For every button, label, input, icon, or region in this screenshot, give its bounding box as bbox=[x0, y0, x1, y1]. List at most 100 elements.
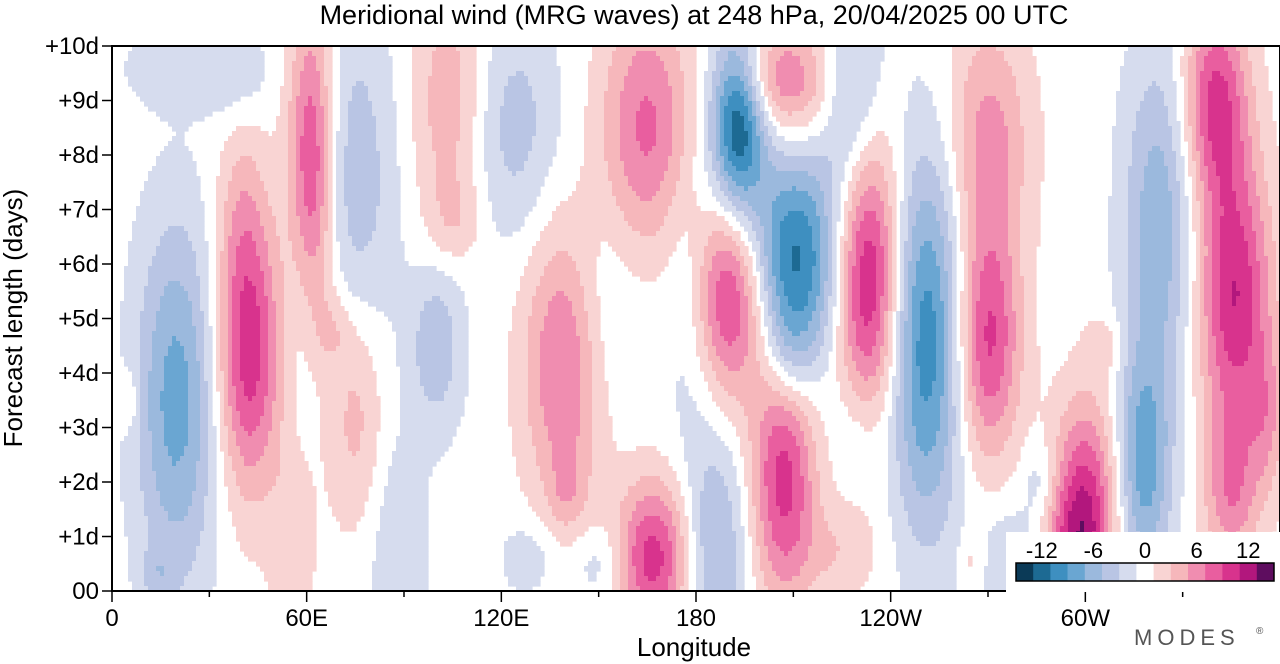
field-cell bbox=[256, 286, 265, 292]
field-cell bbox=[224, 416, 233, 422]
field-cell bbox=[900, 361, 905, 367]
field-cell bbox=[716, 251, 733, 257]
field-cell bbox=[1224, 206, 1237, 212]
field-cell bbox=[412, 126, 433, 132]
field-cell bbox=[120, 301, 145, 307]
field-cell bbox=[316, 191, 325, 197]
field-cell bbox=[1212, 281, 1221, 287]
field-cell bbox=[396, 361, 417, 367]
field-cell bbox=[940, 406, 949, 412]
field-cell bbox=[860, 196, 881, 202]
field-cell bbox=[944, 331, 949, 337]
field-cell bbox=[640, 276, 657, 282]
field-cell bbox=[816, 441, 829, 447]
field-cell bbox=[760, 166, 777, 172]
field-cell bbox=[1168, 181, 1181, 187]
field-cell bbox=[436, 176, 457, 182]
field-cell bbox=[724, 61, 745, 67]
field-cell bbox=[244, 381, 257, 387]
field-cell bbox=[268, 306, 277, 312]
field-cell bbox=[816, 86, 825, 92]
field-cell bbox=[816, 451, 829, 457]
field-cell bbox=[260, 221, 277, 227]
field-cell bbox=[1204, 271, 1213, 277]
field-cell bbox=[188, 391, 201, 397]
field-cell bbox=[288, 196, 297, 202]
field-cell bbox=[1196, 191, 1205, 197]
field-cell bbox=[192, 316, 205, 322]
field-cell bbox=[484, 161, 505, 167]
field-cell bbox=[700, 366, 713, 372]
field-cell bbox=[788, 426, 801, 432]
field-cell bbox=[952, 96, 965, 102]
field-cell bbox=[432, 71, 461, 77]
field-cell bbox=[1204, 216, 1213, 222]
field-cell bbox=[948, 346, 953, 352]
field-cell bbox=[616, 46, 677, 52]
field-cell bbox=[1252, 151, 1265, 157]
field-cell bbox=[1268, 266, 1277, 272]
field-cell bbox=[1128, 361, 1137, 367]
field-cell bbox=[604, 101, 621, 107]
field-cell bbox=[768, 381, 785, 387]
field-cell bbox=[912, 311, 921, 317]
field-cell bbox=[756, 256, 761, 262]
field-cell bbox=[816, 56, 825, 62]
field-cell bbox=[232, 216, 261, 222]
field-cell bbox=[1252, 221, 1265, 227]
field-cell bbox=[1188, 151, 1193, 157]
field-cell bbox=[1180, 231, 1189, 237]
field-cell bbox=[348, 206, 377, 212]
field-cell bbox=[228, 371, 233, 377]
field-cell bbox=[324, 266, 333, 272]
field-cell bbox=[324, 106, 329, 112]
field-cell bbox=[840, 286, 845, 292]
field-cell bbox=[508, 81, 529, 87]
field-cell bbox=[168, 446, 185, 452]
field-cell bbox=[824, 191, 833, 197]
field-cell bbox=[1272, 316, 1280, 322]
field-cell bbox=[1180, 296, 1189, 302]
field-cell bbox=[1008, 326, 1017, 332]
field-cell bbox=[1008, 321, 1017, 327]
field-cell bbox=[828, 246, 833, 252]
field-cell bbox=[892, 211, 897, 217]
field-cell bbox=[828, 156, 849, 162]
field-cell bbox=[764, 281, 769, 287]
field-cell bbox=[904, 376, 913, 382]
field-cell bbox=[768, 261, 773, 267]
field-cell bbox=[888, 201, 897, 207]
field-cell bbox=[324, 56, 333, 62]
field-cell bbox=[532, 296, 553, 302]
field-cell bbox=[748, 56, 757, 62]
field-cell bbox=[228, 336, 233, 342]
field-cell bbox=[264, 276, 273, 282]
field-cell bbox=[252, 196, 269, 202]
field-cell bbox=[908, 91, 933, 97]
field-cell bbox=[1012, 381, 1021, 387]
field-cell bbox=[1224, 211, 1241, 217]
field-cell bbox=[704, 321, 709, 327]
field-cell bbox=[1120, 361, 1129, 367]
field-cell bbox=[1200, 281, 1205, 287]
field-cell bbox=[580, 421, 593, 427]
field-cell bbox=[892, 271, 897, 277]
field-cell bbox=[888, 241, 893, 247]
field-cell bbox=[1168, 296, 1181, 302]
field-cell bbox=[200, 421, 209, 427]
field-cell bbox=[1180, 221, 1189, 227]
field-cell bbox=[876, 301, 881, 307]
field-cell bbox=[140, 381, 149, 387]
field-cell bbox=[1116, 116, 1137, 122]
field-cell bbox=[1240, 66, 1253, 72]
field-cell bbox=[904, 126, 941, 132]
field-cell bbox=[680, 376, 685, 382]
field-cell bbox=[1016, 76, 1041, 82]
field-cell bbox=[324, 251, 333, 257]
field-cell bbox=[944, 241, 953, 247]
field-cell bbox=[1200, 171, 1209, 177]
field-cell bbox=[204, 356, 213, 362]
field-cell bbox=[712, 336, 725, 342]
field-cell bbox=[1176, 376, 1185, 382]
field-cell bbox=[1196, 121, 1201, 127]
